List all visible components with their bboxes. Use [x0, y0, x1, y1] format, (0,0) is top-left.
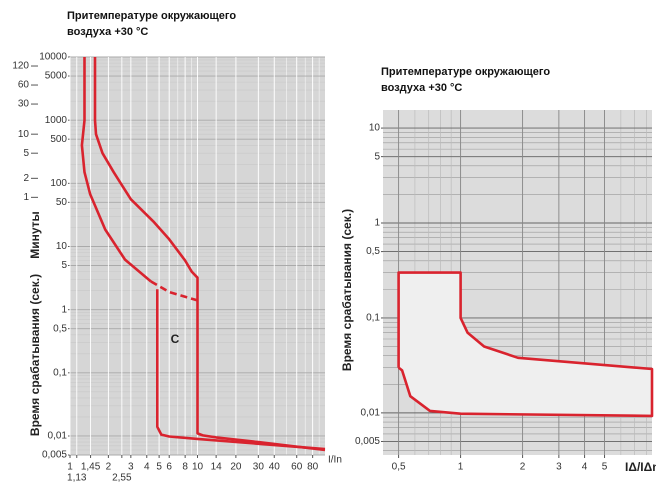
curve [93, 57, 326, 452]
x-tick-label: 4 [144, 462, 150, 473]
chart-title: Притемпературе окружающего [381, 66, 550, 78]
y-tick-label: 5000 [45, 71, 68, 82]
x-tick-label: 8 [182, 462, 188, 473]
x-tick-label: 1 [67, 462, 73, 473]
x-tick-label: 2,55 [112, 473, 132, 484]
y-tick-label: 0,005 [355, 436, 380, 447]
y-tick-label: 5 [61, 260, 67, 271]
y2-tick-label: 5 [23, 148, 29, 159]
x-tick-label: 1,45 [81, 462, 101, 473]
y2-tick-label: 10 [18, 129, 30, 140]
x-tick-label: 0,5 [392, 462, 406, 473]
y-tick-label: 1000 [45, 115, 68, 126]
x-tick-label: 6 [166, 462, 172, 473]
y-tick-label: 0,01 [361, 408, 381, 419]
y-tick-label: 0,005 [42, 450, 67, 461]
x-tick-label: 4 [582, 462, 588, 473]
x-tick-label: 40 [269, 462, 281, 473]
y2-tick-label: 2 [23, 173, 29, 184]
x-axis-label: I/In [328, 455, 342, 466]
y-tick-label: 0,1 [53, 367, 67, 378]
x-tick-label: 1 [458, 462, 464, 473]
x-tick-label: 80 [307, 462, 319, 473]
annotation: C [171, 332, 180, 346]
y-axis-label: Время срабатывания (сек.) [28, 274, 42, 436]
chart-title: воздуха +30 °C [67, 26, 148, 38]
y-tick-label: 5 [374, 151, 380, 162]
y2-tick-label: 1 [23, 192, 29, 203]
x-tick-label: 14 [211, 462, 223, 473]
y-axis-label: Время срабатывания (сек.) [340, 209, 354, 371]
y-tick-label: 500 [50, 134, 67, 145]
x-tick-label: 2 [520, 462, 526, 473]
y-tick-label: 0,1 [366, 313, 380, 324]
y-tick-label: 0,5 [366, 246, 380, 257]
x-tick-label: 10 [192, 462, 204, 473]
y-tick-label: 10 [369, 123, 381, 134]
y-tick-label: 10000 [39, 52, 67, 63]
chart-title: воздуха +30 °C [381, 82, 462, 94]
x-tick-label: 20 [230, 462, 242, 473]
y2-tick-label: 30 [18, 99, 30, 110]
y-tick-label: 0,5 [53, 323, 67, 334]
curve [150, 280, 198, 302]
y-tick-label: 10 [56, 241, 68, 252]
x-tick-label: 30 [253, 462, 265, 473]
chart-title: Притемпературе окружающего [67, 10, 236, 22]
y2-tick-label: 60 [18, 80, 30, 91]
y-tick-label: 1 [374, 218, 380, 229]
x-tick-label: 1,13 [67, 473, 87, 484]
x-tick-label: 3 [128, 462, 134, 473]
x-tick-label: 60 [291, 462, 303, 473]
y-tick-label: 1 [61, 304, 67, 315]
y2-axis-label: Минуты [28, 211, 42, 259]
y-tick-label: 0,01 [48, 431, 68, 442]
x-tick-label: 2 [106, 462, 112, 473]
y2-tick-label: 120 [12, 61, 29, 72]
curve [397, 271, 654, 418]
curve [156, 289, 326, 451]
x-tick-label: 5 [156, 462, 162, 473]
y-tick-label: 50 [56, 197, 68, 208]
x-axis-label: IΔ/IΔn [625, 460, 656, 474]
y-tick-label: 100 [50, 178, 67, 189]
curve [80, 57, 152, 283]
x-tick-label: 3 [556, 462, 562, 473]
x-tick-label: 5 [602, 462, 608, 473]
